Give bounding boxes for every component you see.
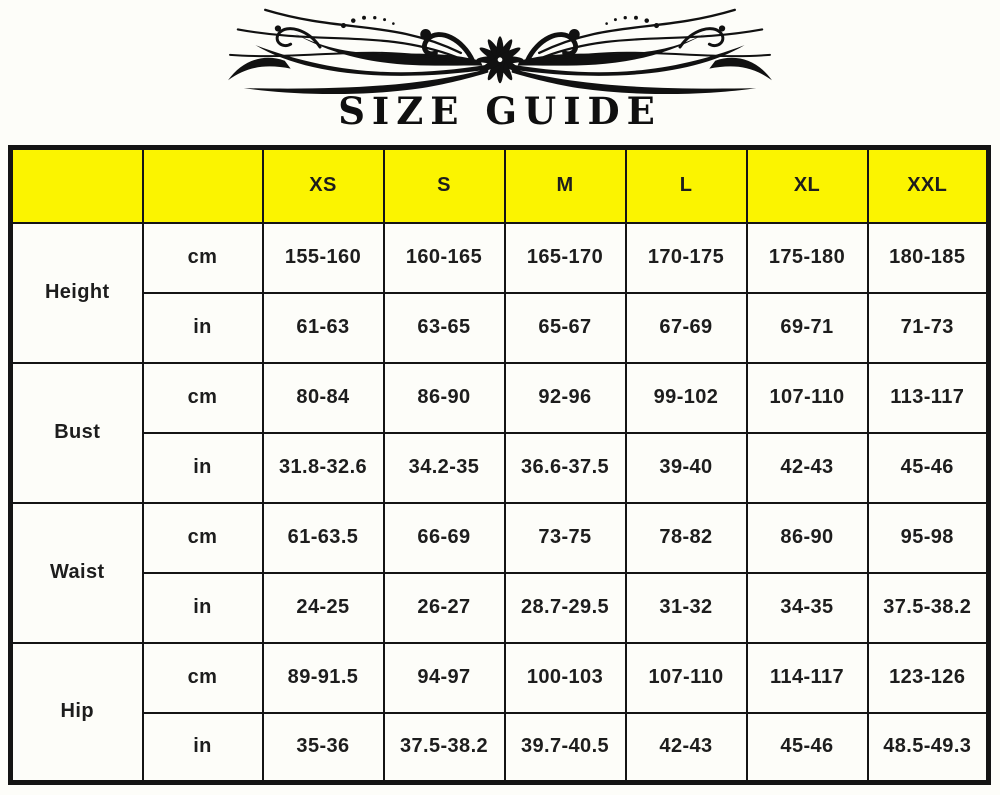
value-cell: 45-46 (866, 431, 990, 504)
unit-cell: cm (141, 361, 264, 434)
value-cell: 89-91.5 (261, 641, 385, 714)
col-header-m: M (503, 146, 627, 224)
table-row-waist-in: in 24-25 26-27 28.7-29.5 31-32 34-35 37.… (11, 571, 990, 644)
size-header-row: XS S M L XL XXL (9, 146, 990, 224)
value-cell: 28.7-29.5 (503, 571, 627, 644)
value-cell: 36.6-37.5 (503, 431, 627, 504)
unit-cell: cm (141, 501, 264, 574)
value-cell: 86-90 (382, 361, 506, 434)
size-guide-table-container: XS S M L XL XXL Height cm 155-160 160-16… (8, 145, 1000, 785)
value-cell: 80-84 (261, 361, 385, 434)
value-cell: 123-126 (866, 641, 990, 714)
row-label-height: Height (9, 221, 144, 364)
corner-cell-measurement (9, 146, 144, 224)
value-cell: 92-96 (503, 361, 627, 434)
col-header-xs: XS (261, 146, 385, 224)
value-cell: 71-73 (866, 291, 990, 364)
col-header-l: L (624, 146, 748, 224)
value-cell: 69-71 (745, 291, 869, 364)
col-header-s: S (382, 146, 506, 224)
value-cell: 42-43 (624, 711, 748, 784)
value-cell: 31.8-32.6 (261, 431, 385, 504)
value-cell: 24-25 (261, 571, 385, 644)
row-label-hip: Hip (9, 641, 144, 784)
unit-cell: cm (141, 221, 264, 294)
table-row-bust-in: in 31.8-32.6 34.2-35 36.6-37.5 39-40 42-… (11, 431, 990, 504)
value-cell: 35-36 (261, 711, 385, 784)
value-cell: 107-110 (624, 641, 748, 714)
daisy-icon (476, 36, 524, 84)
value-cell: 170-175 (624, 221, 748, 294)
table-row-height-in: in 61-63 63-65 65-67 67-69 69-71 71-73 (11, 291, 990, 364)
value-cell: 34-35 (745, 571, 869, 644)
table-row-hip-in: in 35-36 37.5-38.2 39.7-40.5 42-43 45-46… (11, 711, 990, 784)
value-cell: 48.5-49.3 (866, 711, 990, 784)
value-cell: 67-69 (624, 291, 748, 364)
table-row-waist-cm: Waist cm 61-63.5 66-69 73-75 78-82 86-90… (9, 501, 990, 644)
value-cell: 165-170 (503, 221, 627, 294)
value-cell: 61-63 (261, 291, 385, 364)
row-label-bust: Bust (9, 361, 144, 504)
decorative-flourish (220, 4, 780, 99)
value-cell: 94-97 (382, 641, 506, 714)
page-title: SIZE GUIDE (338, 89, 662, 133)
corner-cell-unit (141, 146, 264, 224)
value-cell: 95-98 (866, 501, 990, 574)
value-cell: 86-90 (745, 501, 869, 574)
value-cell: 100-103 (503, 641, 627, 714)
value-cell: 42-43 (745, 431, 869, 504)
value-cell: 63-65 (382, 291, 506, 364)
value-cell: 39-40 (624, 431, 748, 504)
value-cell: 107-110 (745, 361, 869, 434)
value-cell: 61-63.5 (261, 501, 385, 574)
value-cell: 37.5-38.2 (866, 571, 990, 644)
size-guide-table: XS S M L XL XXL Height cm 155-160 160-16… (8, 145, 991, 785)
value-cell: 65-67 (503, 291, 627, 364)
col-header-xl: XL (745, 146, 869, 224)
value-cell: 155-160 (261, 221, 385, 294)
row-label-waist: Waist (9, 501, 144, 644)
col-header-xxl: XXL (866, 146, 990, 224)
value-cell: 160-165 (382, 221, 506, 294)
table-row-height-cm: Height cm 155-160 160-165 165-170 170-17… (9, 221, 990, 364)
table-row-bust-cm: Bust cm 80-84 86-90 92-96 99-102 107-110… (9, 361, 990, 504)
value-cell: 39.7-40.5 (503, 711, 627, 784)
unit-cell: in (141, 571, 264, 644)
value-cell: 45-46 (745, 711, 869, 784)
value-cell: 99-102 (624, 361, 748, 434)
value-cell: 31-32 (624, 571, 748, 644)
value-cell: 37.5-38.2 (382, 711, 506, 784)
value-cell: 26-27 (382, 571, 506, 644)
unit-cell: in (141, 711, 264, 784)
value-cell: 73-75 (503, 501, 627, 574)
unit-cell: cm (141, 641, 264, 714)
value-cell: 175-180 (745, 221, 869, 294)
flourish-ornament-icon (224, 4, 776, 94)
value-cell: 180-185 (866, 221, 990, 294)
table-row-hip-cm: Hip cm 89-91.5 94-97 100-103 107-110 114… (9, 641, 990, 784)
value-cell: 66-69 (382, 501, 506, 574)
unit-cell: in (141, 431, 264, 504)
value-cell: 114-117 (745, 641, 869, 714)
value-cell: 34.2-35 (382, 431, 506, 504)
value-cell: 113-117 (866, 361, 990, 434)
unit-cell: in (141, 291, 264, 364)
value-cell: 78-82 (624, 501, 748, 574)
